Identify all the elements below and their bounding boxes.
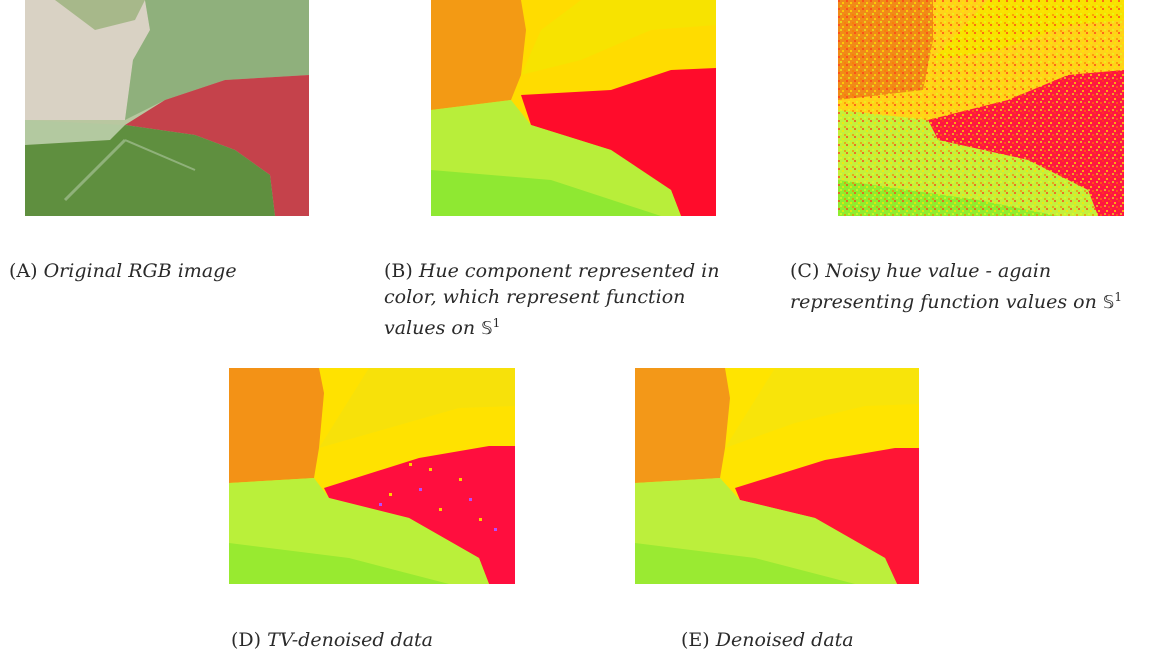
panel-c-noisy-hue	[838, 0, 1124, 216]
caption-e: (E) Denoised data	[681, 627, 981, 653]
caption-b-exponent: 1	[492, 316, 501, 330]
caption-b-math-symbol: 𝕊	[481, 318, 493, 339]
caption-a: (A) Original RGB image	[9, 258, 329, 284]
caption-c-tag: (C)	[790, 260, 820, 282]
panel-d-tv-denoised	[229, 368, 515, 584]
panel-b-hue-component	[431, 0, 716, 216]
caption-d: (D) TV-denoised data	[231, 627, 531, 653]
caption-d-text: TV-denoised data	[267, 629, 433, 651]
panel-e-denoised	[635, 368, 919, 584]
caption-b-text: Hue component represented in color, whic…	[384, 260, 720, 339]
caption-a-text: Original RGB image	[43, 260, 237, 282]
caption-b: (B) Hue component represented in color, …	[384, 258, 752, 342]
caption-d-tag: (D)	[231, 629, 262, 651]
caption-e-tag: (E)	[681, 629, 710, 651]
caption-b-tag: (B)	[384, 260, 413, 282]
caption-c-math-symbol: 𝕊	[1102, 292, 1115, 313]
caption-c-exponent: 1	[1114, 290, 1122, 304]
caption-a-tag: (A)	[9, 260, 38, 282]
caption-e-text: Denoised data	[715, 629, 854, 651]
caption-c-text: Noisy hue value - again representing fun…	[790, 260, 1097, 313]
panel-a-original-image	[25, 0, 309, 216]
caption-c: (C) Noisy hue value - again representing…	[790, 258, 1170, 316]
